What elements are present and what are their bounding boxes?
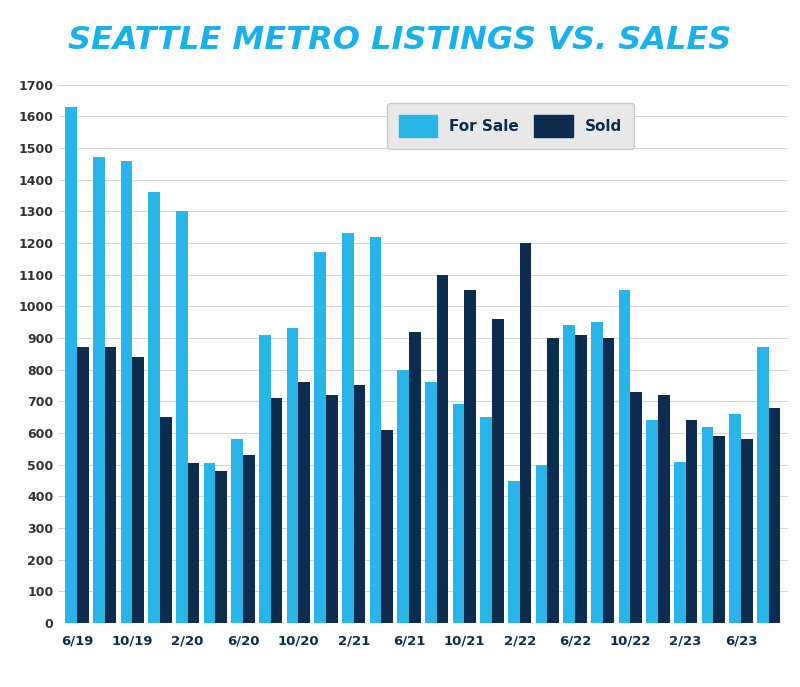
Bar (398, 370, 409, 623)
Legend: For Sale, Sold: For Sale, Sold (386, 103, 634, 149)
Bar (563, 325, 575, 623)
Bar (674, 462, 686, 623)
Bar (437, 275, 448, 623)
Bar (547, 338, 559, 623)
Bar (409, 332, 421, 623)
Bar (492, 319, 503, 623)
Bar (602, 338, 614, 623)
Bar (243, 455, 254, 623)
Bar (298, 383, 310, 623)
Bar (591, 322, 602, 623)
Bar (382, 430, 393, 623)
Bar (508, 480, 520, 623)
Bar (270, 398, 282, 623)
Bar (630, 392, 642, 623)
Bar (646, 420, 658, 623)
Bar (702, 427, 714, 623)
Bar (93, 157, 105, 623)
Bar (658, 395, 670, 623)
Bar (757, 348, 769, 623)
Bar (741, 440, 753, 623)
Bar (480, 417, 492, 623)
Bar (769, 407, 780, 623)
Bar (105, 348, 116, 623)
Bar (453, 405, 464, 623)
Bar (575, 335, 586, 623)
Bar (148, 192, 160, 623)
Bar (160, 417, 171, 623)
Bar (231, 440, 243, 623)
Bar (176, 211, 188, 623)
Bar (215, 471, 227, 623)
Bar (425, 383, 437, 623)
Bar (464, 291, 476, 623)
Bar (326, 395, 338, 623)
Bar (204, 463, 215, 623)
Bar (730, 414, 741, 623)
Bar (686, 420, 698, 623)
Bar (714, 436, 725, 623)
Bar (314, 252, 326, 623)
Bar (77, 348, 89, 623)
Bar (188, 463, 199, 623)
Bar (286, 328, 298, 623)
Bar (520, 243, 531, 623)
Bar (66, 106, 77, 623)
Bar (121, 161, 132, 623)
Bar (370, 236, 382, 623)
Text: SEATTLE METRO LISTINGS VS. SALES: SEATTLE METRO LISTINGS VS. SALES (68, 25, 732, 56)
Bar (132, 357, 144, 623)
Bar (536, 464, 547, 623)
Bar (354, 385, 366, 623)
Bar (342, 234, 354, 623)
Bar (618, 291, 630, 623)
Bar (259, 335, 270, 623)
